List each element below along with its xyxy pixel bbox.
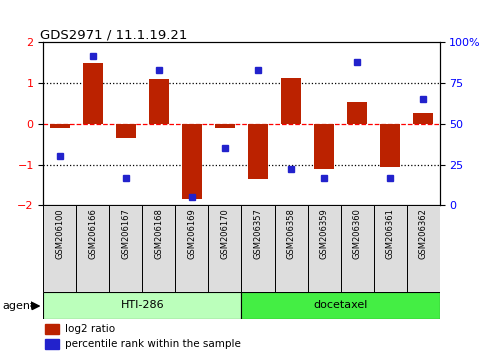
Bar	[149, 79, 169, 124]
Bar	[341, 205, 373, 292]
Text: agent: agent	[2, 301, 35, 311]
Text: HTI-286: HTI-286	[121, 300, 164, 310]
Bar	[407, 205, 440, 292]
Bar	[248, 124, 268, 179]
Text: log2 ratio: log2 ratio	[65, 324, 115, 334]
Bar	[110, 205, 142, 292]
Text: GSM206360: GSM206360	[353, 208, 361, 259]
Text: GSM206100: GSM206100	[56, 208, 64, 258]
Bar	[50, 124, 70, 128]
Bar	[413, 113, 433, 124]
Text: GSM206358: GSM206358	[286, 208, 296, 259]
Bar	[373, 205, 407, 292]
Bar	[215, 124, 235, 128]
Bar	[308, 205, 341, 292]
Text: GSM206167: GSM206167	[122, 208, 130, 259]
Bar	[175, 205, 209, 292]
Text: GSM206359: GSM206359	[320, 208, 328, 259]
Bar	[242, 205, 274, 292]
Text: GSM206362: GSM206362	[419, 208, 427, 259]
Text: percentile rank within the sample: percentile rank within the sample	[65, 339, 241, 349]
Bar	[43, 292, 242, 319]
Bar	[281, 78, 301, 124]
Text: GSM206166: GSM206166	[88, 208, 98, 259]
Text: docetaxel: docetaxel	[313, 300, 368, 310]
Bar	[116, 124, 136, 138]
Bar	[274, 205, 308, 292]
Bar	[43, 205, 76, 292]
Bar	[380, 124, 400, 167]
Text: GSM206357: GSM206357	[254, 208, 262, 259]
Bar	[347, 102, 367, 124]
Text: GSM206361: GSM206361	[385, 208, 395, 259]
Text: GSM206168: GSM206168	[155, 208, 163, 259]
Bar	[45, 339, 59, 349]
Text: GDS2971 / 11.1.19.21: GDS2971 / 11.1.19.21	[40, 28, 187, 41]
Bar	[182, 124, 202, 199]
Bar	[242, 292, 440, 319]
Bar	[83, 63, 103, 124]
Text: GSM206169: GSM206169	[187, 208, 197, 259]
Bar	[76, 205, 110, 292]
Bar	[45, 324, 59, 333]
Text: GSM206170: GSM206170	[221, 208, 229, 259]
Bar	[314, 124, 334, 169]
Bar	[142, 205, 175, 292]
Bar	[209, 205, 242, 292]
